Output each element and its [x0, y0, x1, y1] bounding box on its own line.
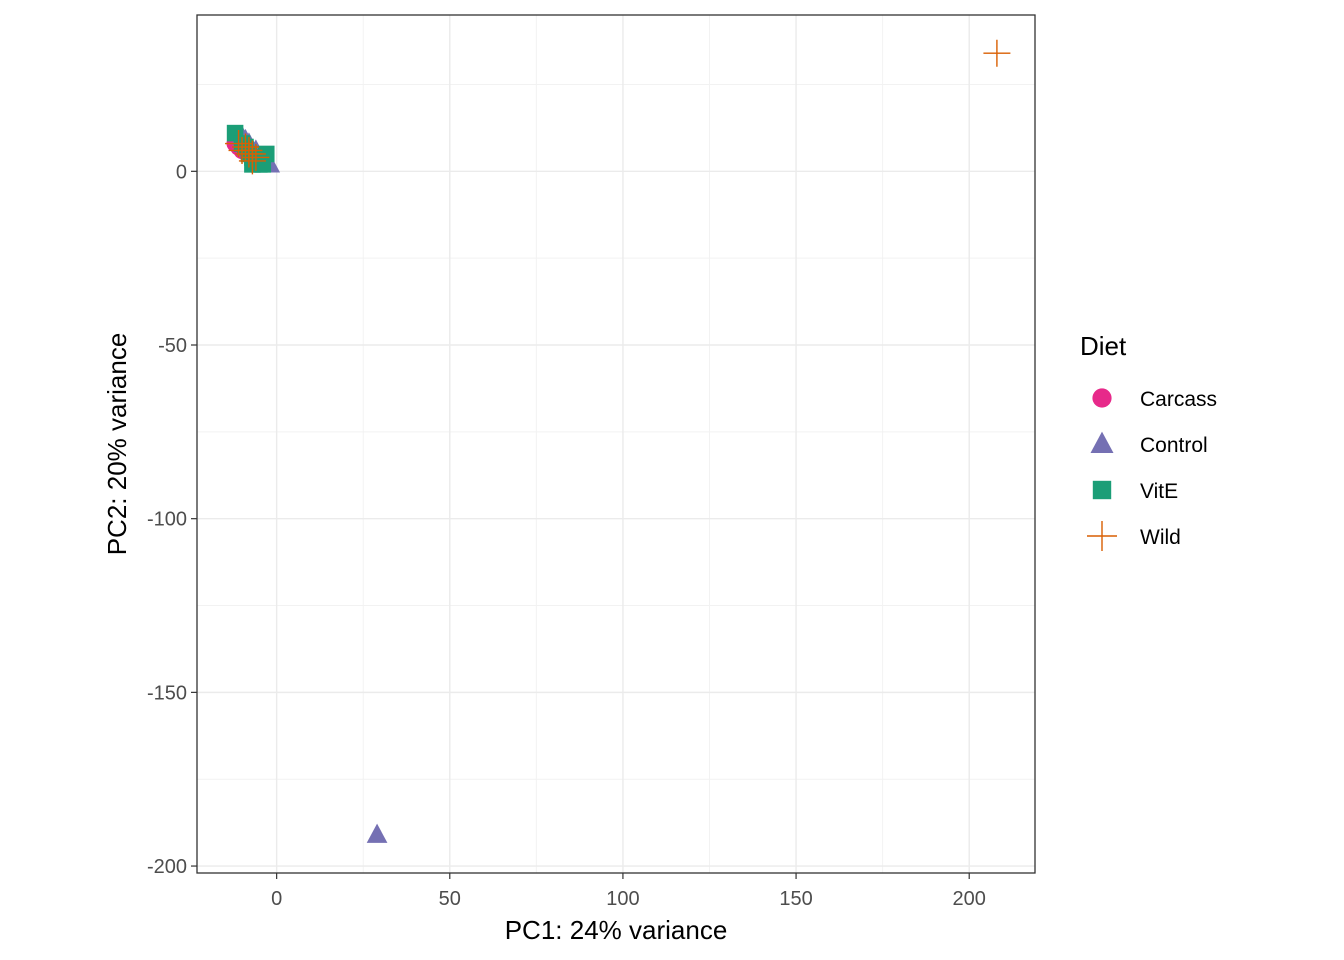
x-tick-label: 100 [606, 888, 639, 910]
y-axis: 0 -50 -100 -150 -200 [147, 161, 197, 878]
x-tick-label: 200 [953, 888, 986, 910]
wild-data-point [225, 130, 253, 158]
control-data-point [366, 823, 388, 843]
wild-data-point [242, 143, 270, 171]
legend-label-vite: VitE [1140, 480, 1178, 503]
legend-key-carcass [1092, 388, 1112, 408]
x-tick-label: 50 [439, 888, 461, 910]
legend-label-control: Control [1140, 434, 1208, 457]
legend-label-wild: Wild [1140, 526, 1181, 549]
y-tick-label: -200 [147, 856, 187, 878]
wild-data-point [231, 133, 259, 161]
y-tick-label: 0 [176, 161, 187, 183]
legend-key-vite [1092, 480, 1112, 500]
legend: Diet Carcass Control VitE Wild [1080, 331, 1217, 551]
y-axis-title: PC2: 20% variance [102, 333, 132, 556]
data-points [225, 39, 1011, 843]
wild-data-point [983, 39, 1011, 67]
plot-panel-border [196, 14, 1036, 874]
vite-data-point [254, 156, 272, 173]
wild-data-point [238, 147, 266, 175]
legend-key-wild [1087, 521, 1117, 551]
x-axis-title: PC1: 24% variance [505, 915, 728, 945]
y-tick-label: -100 [147, 509, 187, 531]
legend-label-carcass: Carcass [1140, 388, 1217, 411]
y-tick-label: -150 [147, 682, 187, 704]
x-tick-label: 0 [271, 888, 282, 910]
y-tick-label: -50 [158, 335, 187, 357]
wild-data-point [235, 136, 263, 164]
plot-panel-background [197, 15, 1035, 873]
x-tick-label: 150 [779, 888, 812, 910]
legend-title: Diet [1080, 331, 1127, 361]
legend-key-control [1090, 431, 1114, 453]
grid-lines [197, 15, 1035, 873]
x-axis: 0 50 100 150 200 [271, 873, 986, 910]
